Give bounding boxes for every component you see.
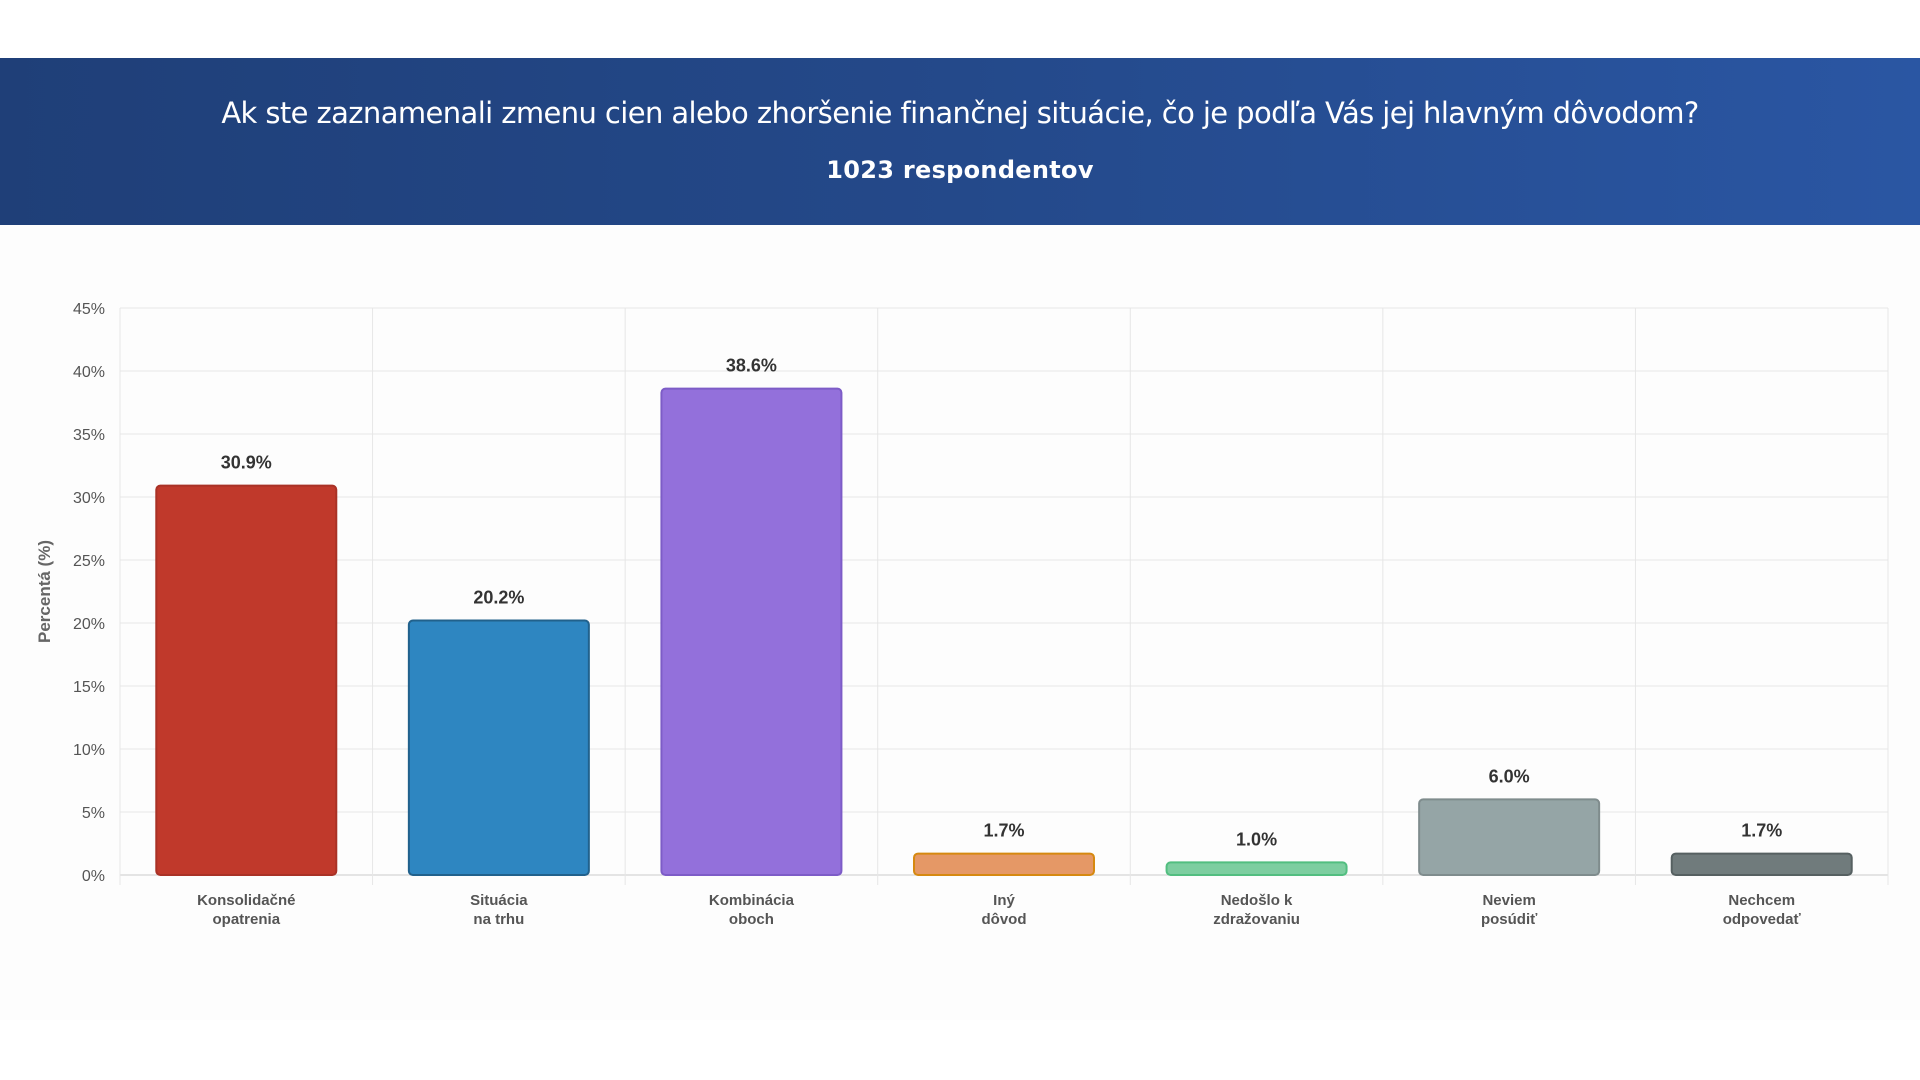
x-tick-label: Konsolidačné [197,892,295,909]
y-tick-label: 35% [73,427,105,444]
bar[interactable] [155,484,338,876]
x-tick-label: Situácia [470,892,528,909]
bar[interactable] [913,852,1095,877]
y-tick-label: 30% [73,490,105,507]
bar-chart: 0% 5% 10% 15% 20% 25% 30% 35% 40% 45% Percentá (%)… [35,301,1889,928]
y-tick-label: 0% [82,868,105,885]
bar[interactable] [407,619,590,877]
x-tick-label: Nedošlo k [1221,892,1293,909]
bar[interactable] [1418,798,1601,877]
x-tick-label: Iný [993,892,1015,909]
y-tick-label: 15% [73,679,105,696]
x-tick-label: zdražovaniu [1213,911,1300,928]
y-tick-label: 40% [73,364,105,381]
x-tick-label: oboch [729,911,774,928]
x-tick-label: na trhu [473,911,524,928]
y-tick-label: 5% [82,805,105,822]
x-tick-label: opatrenia [213,911,281,928]
bar-value-label: 20.2% [473,587,524,607]
x-tick-label: posúdiť [1481,911,1538,928]
bar-value-label: 30.9% [221,453,272,473]
bar[interactable] [1165,861,1348,877]
x-tick-label: odpovedať [1723,911,1802,928]
x-tick-label: Neviem [1482,892,1535,909]
x-tick-label: Nechcem [1728,892,1795,909]
bar-value-label: 1.7% [983,821,1024,841]
chart-area: 0% 5% 10% 15% 20% 25% 30% 35% 40% 45% Percentá (%)… [0,225,1920,1020]
y-tick-label: 45% [73,301,105,318]
y-tick-label: 25% [73,553,105,570]
x-tick-label: dôvod [982,911,1027,928]
bar[interactable] [660,387,843,876]
y-tick-label: 20% [73,616,105,633]
bar-value-label: 38.6% [726,356,777,376]
bar[interactable] [1670,852,1853,877]
bar-value-label: 1.0% [1236,829,1277,849]
bar-value-label: 6.0% [1489,766,1530,786]
x-tick-label: Kombinácia [709,892,795,909]
y-axis-title: Percentá (%) [35,540,54,643]
chart-header: Ak ste zaznamenali zmenu cien alebo zhor… [0,58,1920,225]
chart-title: Ak ste zaznamenali zmenu cien alebo zhor… [221,96,1699,130]
y-tick-label: 10% [73,742,105,759]
respondent-count: 1023 respondentov [826,156,1094,184]
bar-value-label: 1.7% [1741,821,1782,841]
